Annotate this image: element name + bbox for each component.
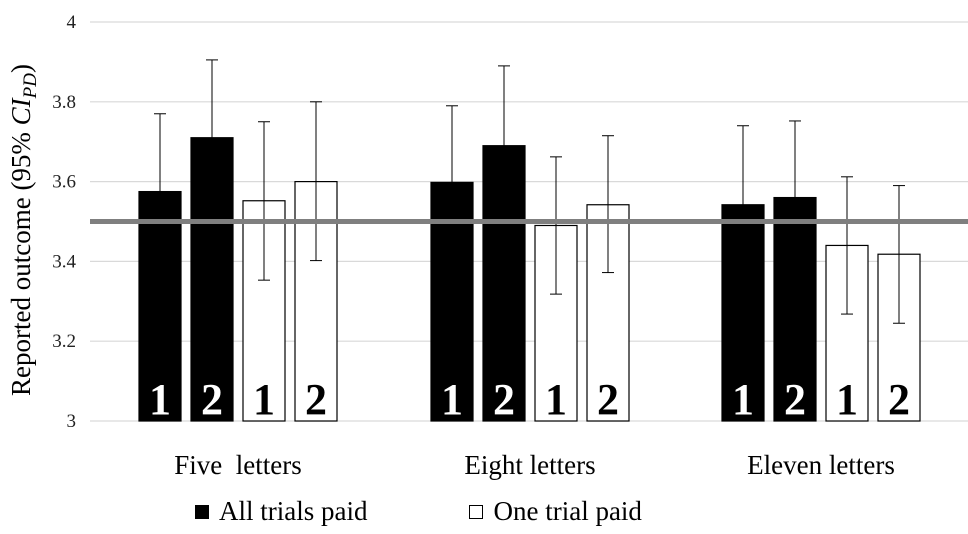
bar-condition-label: 1 <box>441 375 463 424</box>
y-tick-label: 3 <box>67 411 77 432</box>
x-category-label: Eleven letters <box>747 450 895 480</box>
legend-label-one-trial: One trial paid <box>493 496 642 526</box>
y-axis-ticks: 3 3.2 3.4 3.6 3.8 4 <box>52 12 76 432</box>
bar-condition-label: 1 <box>836 375 858 424</box>
y-tick-label: 3.6 <box>52 172 76 193</box>
legend-swatch-white <box>469 504 484 519</box>
x-category-label: Five letters <box>174 450 301 480</box>
legend-item-one-trial: One trial paid <box>469 496 642 527</box>
legend-label-all-trials: All trials paid <box>219 496 368 526</box>
bar-condition-label: 2 <box>597 375 619 424</box>
bar-condition-label: 2 <box>493 375 515 424</box>
bar-condition-label: 1 <box>732 375 754 424</box>
bar-condition-label: 2 <box>784 375 806 424</box>
x-axis-categories: Five letters Eight letters Eleven letters <box>174 450 895 480</box>
bar-condition-label: 2 <box>888 375 910 424</box>
error-bars <box>154 59 905 421</box>
bar-condition-label: 2 <box>305 375 327 424</box>
legend-swatch-black <box>195 504 209 519</box>
bar-condition-label: 1 <box>149 375 171 424</box>
legend-item-all-trials: All trials paid <box>195 496 367 527</box>
y-tick-label: 3.2 <box>52 331 76 352</box>
bar-condition-label: 1 <box>253 375 275 424</box>
bar-condition-labels: 1 1 12 2 21 1 12 2 2 <box>149 375 910 424</box>
y-tick-label: 3.4 <box>52 251 76 272</box>
x-category-label: Eight letters <box>464 450 595 480</box>
gridlines <box>90 21 968 422</box>
y-axis-label: Reported outcome (95% CIPD) <box>6 64 41 396</box>
bar-condition-label: 1 <box>545 375 567 424</box>
legend: All trials paid One trial paid <box>195 496 744 527</box>
bar-condition-label: 2 <box>201 375 223 424</box>
y-tick-label: 4 <box>67 12 77 33</box>
y-tick-label: 3.8 <box>52 92 76 113</box>
